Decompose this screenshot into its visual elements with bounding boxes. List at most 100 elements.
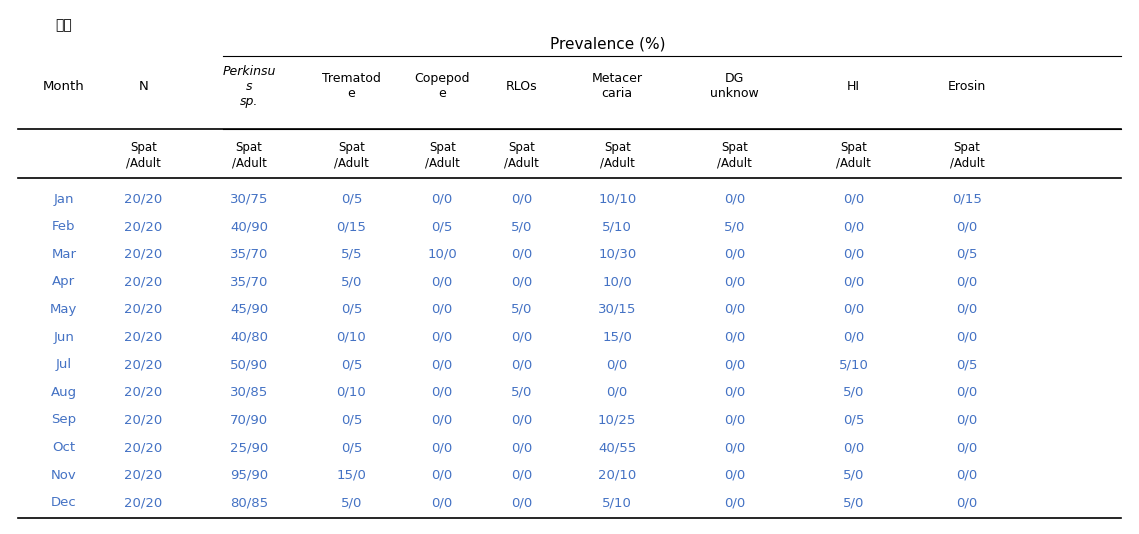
Text: 0/0: 0/0 (432, 469, 453, 482)
Text: 30/75: 30/75 (230, 192, 269, 206)
Text: 40/55: 40/55 (598, 441, 637, 454)
Text: 0/15: 0/15 (336, 220, 367, 233)
Text: Jan: Jan (54, 192, 74, 206)
Text: 0/5: 0/5 (341, 303, 362, 316)
Text: Spat
/Adult: Spat /Adult (716, 142, 752, 169)
Text: 0/0: 0/0 (843, 248, 865, 261)
Text: 0/0: 0/0 (511, 469, 532, 482)
Text: 50/90: 50/90 (230, 358, 268, 371)
Text: 5/0: 5/0 (511, 220, 532, 233)
Text: 20/20: 20/20 (124, 441, 163, 454)
Text: 20/20: 20/20 (124, 192, 163, 206)
Text: 0/0: 0/0 (432, 358, 453, 371)
Text: 0/0: 0/0 (723, 386, 745, 399)
Text: 0/0: 0/0 (843, 303, 865, 316)
Text: Perkinsu
s
sp.: Perkinsu s sp. (222, 65, 276, 108)
Text: 20/20: 20/20 (124, 413, 163, 427)
Text: Oct: Oct (52, 441, 75, 454)
Text: 20/20: 20/20 (124, 276, 163, 288)
Text: 15/0: 15/0 (603, 331, 632, 343)
Text: 20/20: 20/20 (124, 497, 163, 509)
Text: 0/0: 0/0 (432, 497, 453, 509)
Text: 0/5: 0/5 (341, 413, 362, 427)
Text: 20/20: 20/20 (124, 358, 163, 371)
Text: 5/0: 5/0 (843, 497, 865, 509)
Text: 0/0: 0/0 (957, 441, 977, 454)
Text: 5/0: 5/0 (723, 220, 745, 233)
Text: 0/0: 0/0 (432, 303, 453, 316)
Text: 0/0: 0/0 (723, 441, 745, 454)
Text: Spat
/Adult: Spat /Adult (126, 142, 161, 169)
Text: 5/0: 5/0 (341, 276, 362, 288)
Text: 0/0: 0/0 (511, 441, 532, 454)
Text: 15/0: 15/0 (336, 469, 367, 482)
Text: Spat
/Adult: Spat /Adult (836, 142, 871, 169)
Text: Spat
/Adult: Spat /Adult (505, 142, 539, 169)
Text: 0/0: 0/0 (432, 413, 453, 427)
Text: 0/0: 0/0 (723, 276, 745, 288)
Text: Erosin: Erosin (948, 80, 986, 93)
Text: 30/15: 30/15 (598, 303, 637, 316)
Text: 95/90: 95/90 (230, 469, 268, 482)
Text: 보령: 보령 (56, 18, 72, 32)
Text: 5/10: 5/10 (838, 358, 869, 371)
Text: 10/30: 10/30 (598, 248, 637, 261)
Text: 5/0: 5/0 (511, 303, 532, 316)
Text: 20/20: 20/20 (124, 220, 163, 233)
Text: 0/0: 0/0 (432, 192, 453, 206)
Text: 40/90: 40/90 (230, 220, 268, 233)
Text: 5/10: 5/10 (603, 220, 632, 233)
Text: 35/70: 35/70 (230, 276, 269, 288)
Text: Spat
/Adult: Spat /Adult (231, 142, 267, 169)
Text: DG
unknow: DG unknow (710, 73, 759, 100)
Text: 80/85: 80/85 (230, 497, 268, 509)
Text: 0/0: 0/0 (432, 276, 453, 288)
Text: HI: HI (847, 80, 860, 93)
Text: 45/90: 45/90 (230, 303, 268, 316)
Text: Feb: Feb (52, 220, 75, 233)
Text: 20/20: 20/20 (124, 386, 163, 399)
Text: 0/0: 0/0 (723, 497, 745, 509)
Text: Month: Month (43, 80, 84, 93)
Text: 0/0: 0/0 (957, 276, 977, 288)
Text: 5/5: 5/5 (341, 248, 362, 261)
Text: 20/20: 20/20 (124, 248, 163, 261)
Text: 70/90: 70/90 (230, 413, 268, 427)
Text: 5/0: 5/0 (843, 386, 865, 399)
Text: 0/5: 0/5 (341, 358, 362, 371)
Text: Copepod
e: Copepod e (415, 73, 470, 100)
Text: 0/0: 0/0 (511, 331, 532, 343)
Text: Prevalence (%): Prevalence (%) (550, 36, 666, 51)
Text: 0/0: 0/0 (432, 441, 453, 454)
Text: 5/0: 5/0 (341, 497, 362, 509)
Text: Nov: Nov (51, 469, 76, 482)
Text: 0/5: 0/5 (432, 220, 453, 233)
Text: 0/5: 0/5 (341, 441, 362, 454)
Text: 0/0: 0/0 (957, 469, 977, 482)
Text: Mar: Mar (51, 248, 76, 261)
Text: 10/10: 10/10 (598, 192, 637, 206)
Text: 0/15: 0/15 (952, 192, 982, 206)
Text: 0/0: 0/0 (723, 469, 745, 482)
Text: 5/10: 5/10 (603, 497, 632, 509)
Text: 0/5: 0/5 (957, 248, 978, 261)
Text: 20/20: 20/20 (124, 469, 163, 482)
Text: 35/70: 35/70 (230, 248, 269, 261)
Text: 0/10: 0/10 (336, 386, 367, 399)
Text: 5/0: 5/0 (843, 469, 865, 482)
Text: 10/25: 10/25 (598, 413, 637, 427)
Text: Spat
/Adult: Spat /Adult (425, 142, 460, 169)
Text: 0/0: 0/0 (723, 358, 745, 371)
Text: 20/20: 20/20 (124, 303, 163, 316)
Text: Metacer
caria: Metacer caria (592, 73, 642, 100)
Text: 0/0: 0/0 (957, 497, 977, 509)
Text: 0/0: 0/0 (723, 192, 745, 206)
Text: Aug: Aug (51, 386, 77, 399)
Text: 0/0: 0/0 (957, 386, 977, 399)
Text: 0/0: 0/0 (843, 192, 865, 206)
Text: 0/0: 0/0 (723, 303, 745, 316)
Text: 20/20: 20/20 (124, 331, 163, 343)
Text: 0/0: 0/0 (511, 413, 532, 427)
Text: 0/0: 0/0 (511, 358, 532, 371)
Text: 0/0: 0/0 (843, 441, 865, 454)
